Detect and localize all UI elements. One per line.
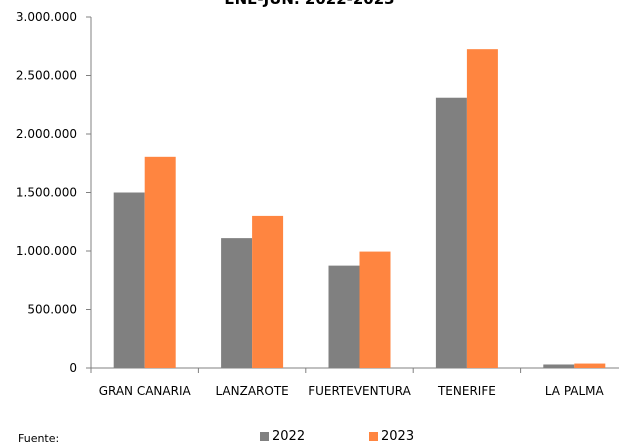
bar-2023-2 — [359, 251, 391, 368]
bar-2022-2 — [328, 265, 360, 368]
x-tick-label: TENERIFE — [437, 384, 496, 398]
y-tick-label: 2.000.000 — [16, 127, 77, 141]
bar-2022-1 — [221, 238, 253, 368]
x-tick-label: GRAN CANARIA — [99, 384, 192, 398]
bar-2023-0 — [144, 156, 176, 368]
bar-2023-3 — [466, 49, 498, 369]
bar-2022-3 — [435, 97, 467, 368]
legend-swatch-2022 — [260, 432, 269, 441]
x-tick-label: LA PALMA — [545, 384, 605, 398]
y-tick-label: 0 — [69, 361, 77, 375]
bar-2022-4 — [543, 364, 575, 368]
y-tick-label: 3.000.000 — [16, 10, 77, 24]
chart-legend: 2022 2023 — [0, 429, 619, 445]
y-tick-label: 1.000.000 — [16, 244, 77, 258]
bar-2023-4 — [574, 363, 606, 368]
y-tick-label: 500.000 — [27, 303, 77, 317]
legend-item-2022: 2022 — [260, 429, 305, 444]
legend-item-2023: 2023 — [369, 429, 414, 444]
x-tick-label: FUERTEVENTURA — [308, 384, 411, 398]
legend-label-2023: 2023 — [381, 429, 415, 444]
y-tick-label: 2.500.000 — [16, 69, 77, 83]
x-tick-label: LANZAROTE — [215, 384, 288, 398]
y-tick-label: 1.500.000 — [16, 186, 77, 200]
bar-2022-0 — [113, 192, 145, 368]
source-label: Fuente: — [18, 432, 60, 445]
legend-label-2022: 2022 — [272, 429, 306, 444]
chart-title: ENE-JUN. 2022-2023 — [0, 0, 619, 8]
bar-2023-1 — [252, 215, 284, 368]
legend-swatch-2023 — [369, 432, 378, 441]
